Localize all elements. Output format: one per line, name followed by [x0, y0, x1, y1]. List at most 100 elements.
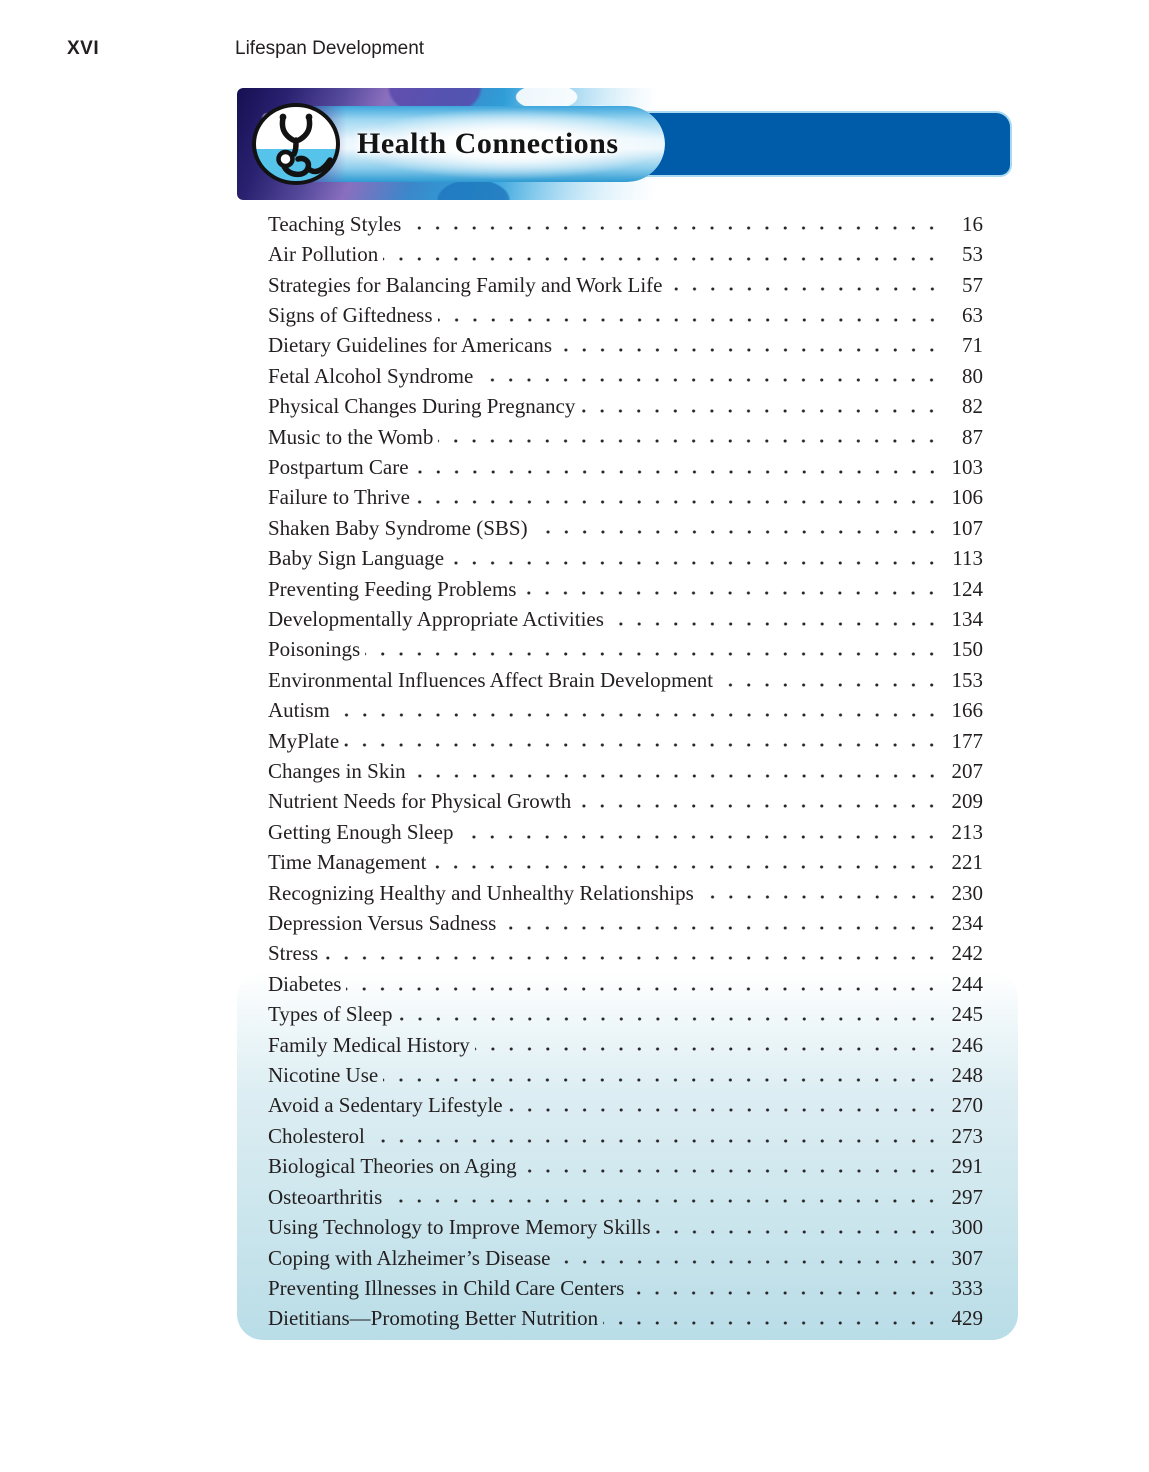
- toc-entry: Teaching Styles 16: [268, 209, 983, 240]
- toc-entry-page: 242: [951, 941, 984, 966]
- toc-entry: Postpartum Care 103: [268, 452, 984, 483]
- toc-entry-page: 153: [951, 667, 984, 692]
- dot-leader: [458, 817, 943, 848]
- dot-leader: [437, 300, 943, 331]
- toc-entry-title: MyPlate: [268, 728, 340, 753]
- toc-entry-title: Physical Changes During Pregnancy: [268, 394, 576, 419]
- toc-entry-page: 230: [951, 880, 984, 905]
- toc-entry-page: 166: [951, 698, 984, 723]
- toc-entry-page: 213: [951, 819, 984, 844]
- toc-entry-page: 221: [951, 850, 984, 875]
- toc-entry-title: Music to the Womb: [268, 424, 434, 449]
- toc-entry-page: 207: [951, 759, 984, 784]
- toc-entry: Shaken Baby Syndrome (SBS) 107: [268, 513, 983, 544]
- dot-leader: [449, 543, 943, 574]
- toc-entry-title: Stress: [268, 941, 319, 966]
- toc-entry: Music to the Womb 87: [268, 421, 983, 453]
- toc-entry-title: Getting Enough Sleep: [268, 819, 454, 844]
- toc-entry: Nutrient Needs for Physical Growth 209: [268, 786, 983, 818]
- toc-entry-title: Diabetes: [268, 971, 342, 996]
- dot-leader: [406, 209, 943, 240]
- toc-entry-title: Baby Sign Language: [268, 546, 445, 571]
- toc-entry: Preventing Feeding Problems 124: [268, 573, 984, 605]
- dot-leader: [346, 969, 943, 1000]
- toc-entry-title: Cholesterol: [268, 1123, 365, 1148]
- health-connections-banner: Health Connections: [237, 88, 1012, 200]
- dot-leader: [501, 908, 943, 939]
- toc-entry: Poisonings 150: [268, 634, 984, 666]
- toc-entry-page: 71: [962, 333, 983, 358]
- toc-entry: Dietitians—Promoting Better Nutrition 42…: [268, 1303, 983, 1335]
- toc-entry: Fetal Alcohol Syndrome 80: [268, 361, 983, 392]
- toc-entry-title: Postpartum Care: [268, 454, 409, 479]
- toc-entry: Preventing Illnesses in Child Care Cente…: [268, 1273, 984, 1304]
- dot-leader: [344, 725, 943, 757]
- toc-entry-page: 150: [951, 637, 984, 662]
- toc-entry-title: Fetal Alcohol Syndrome: [268, 363, 474, 388]
- dot-leader: [438, 421, 943, 453]
- toc-entry: Physical Changes During Pregnancy 82: [268, 391, 983, 422]
- toc-entry-page: 87: [962, 424, 983, 449]
- toc-entry-title: Avoid a Sedentary Lifestyle: [268, 1093, 503, 1118]
- toc-entry-title: Nutrient Needs for Physical Growth: [268, 789, 572, 814]
- toc-entry-title: Air Pollution: [268, 242, 379, 267]
- toc-entry-page: 63: [962, 302, 983, 327]
- toc-entry: Coping with Alzheimer’s Disease 307: [268, 1242, 983, 1274]
- dot-leader: [383, 1060, 943, 1091]
- toc-entry: Recognizing Healthy and Unhealthy Relati…: [268, 877, 984, 909]
- dot-leader: [474, 1029, 943, 1061]
- dot-leader: [323, 938, 943, 970]
- dot-leader: [608, 604, 943, 635]
- dot-leader: [667, 269, 943, 301]
- toc-entry-page: 245: [951, 1002, 984, 1027]
- toc-entry-title: Autism: [268, 698, 330, 723]
- toc-entry-page: 300: [951, 1215, 984, 1240]
- toc-entry-title: Osteoarthritis: [268, 1184, 383, 1209]
- toc-entry-page: 333: [951, 1275, 984, 1300]
- toc-entry: Baby Sign Language 113: [268, 543, 983, 574]
- toc-entry-title: Preventing Feeding Problems: [268, 576, 517, 601]
- dot-leader: [478, 361, 943, 392]
- toc-entry-page: 16: [962, 211, 983, 236]
- toc-entry-page: 248: [951, 1063, 984, 1088]
- toc-entry: Getting Enough Sleep 213: [268, 817, 984, 848]
- toc-entry-title: Changes in Skin: [268, 759, 406, 784]
- toc-entry-title: Strategies for Balancing Family and Work…: [268, 272, 663, 297]
- dot-leader: [555, 1242, 943, 1274]
- toc-entry: Cholesterol 273: [268, 1121, 983, 1152]
- toc-entry: Using Technology to Improve Memory Skill…: [268, 1212, 984, 1243]
- toc-entry-title: Nicotine Use: [268, 1063, 379, 1088]
- toc-entry-page: 177: [951, 728, 984, 753]
- toc-entry-title: Developmentally Appropriate Activities: [268, 606, 604, 631]
- toc-entry-title: Dietary Guidelines for Americans: [268, 333, 552, 358]
- toc-entry: Depression Versus Sadness 234: [268, 908, 984, 939]
- stethoscope-icon: [250, 102, 342, 186]
- toc-entry-title: Biological Theories on Aging: [268, 1154, 517, 1179]
- dot-leader: [334, 695, 943, 726]
- toc-entry-page: 134: [951, 606, 984, 631]
- toc-entry-title: Recognizing Healthy and Unhealthy Relati…: [268, 880, 694, 905]
- toc-entry: Strategies for Balancing Family and Work…: [268, 269, 983, 301]
- dot-leader: [431, 847, 943, 878]
- toc-entry-page: 124: [951, 576, 984, 601]
- toc-entry: Biological Theories on Aging 291: [268, 1151, 983, 1182]
- toc-entry-title: Family Medical History: [268, 1032, 470, 1057]
- dot-leader: [580, 391, 943, 422]
- dot-leader: [603, 1303, 943, 1335]
- toc-entry-title: Dietitians—Promoting Better Nutrition: [268, 1306, 599, 1331]
- banner-glow-pill: [295, 106, 665, 182]
- toc-entry-page: 297: [951, 1184, 984, 1209]
- toc-entry-title: Time Management: [268, 850, 427, 875]
- toc-entry-title: Depression Versus Sadness: [268, 911, 497, 936]
- toc-entry-title: Signs of Giftedness: [268, 302, 433, 327]
- toc-entry-page: 234: [951, 911, 984, 936]
- toc-entry: Osteoarthritis 297: [268, 1182, 984, 1213]
- toc-entry-page: 103: [951, 454, 984, 479]
- toc-entry-page: 82: [962, 394, 983, 419]
- toc-entry: Avoid a Sedentary Lifestyle 270: [268, 1090, 983, 1122]
- toc-entry: Developmentally Appropriate Activities 1…: [268, 604, 984, 635]
- toc-entry: Changes in Skin 207: [268, 756, 984, 787]
- toc-entry-title: Shaken Baby Syndrome (SBS): [268, 515, 528, 540]
- dot-leader: [532, 513, 943, 544]
- dot-leader: [383, 239, 943, 270]
